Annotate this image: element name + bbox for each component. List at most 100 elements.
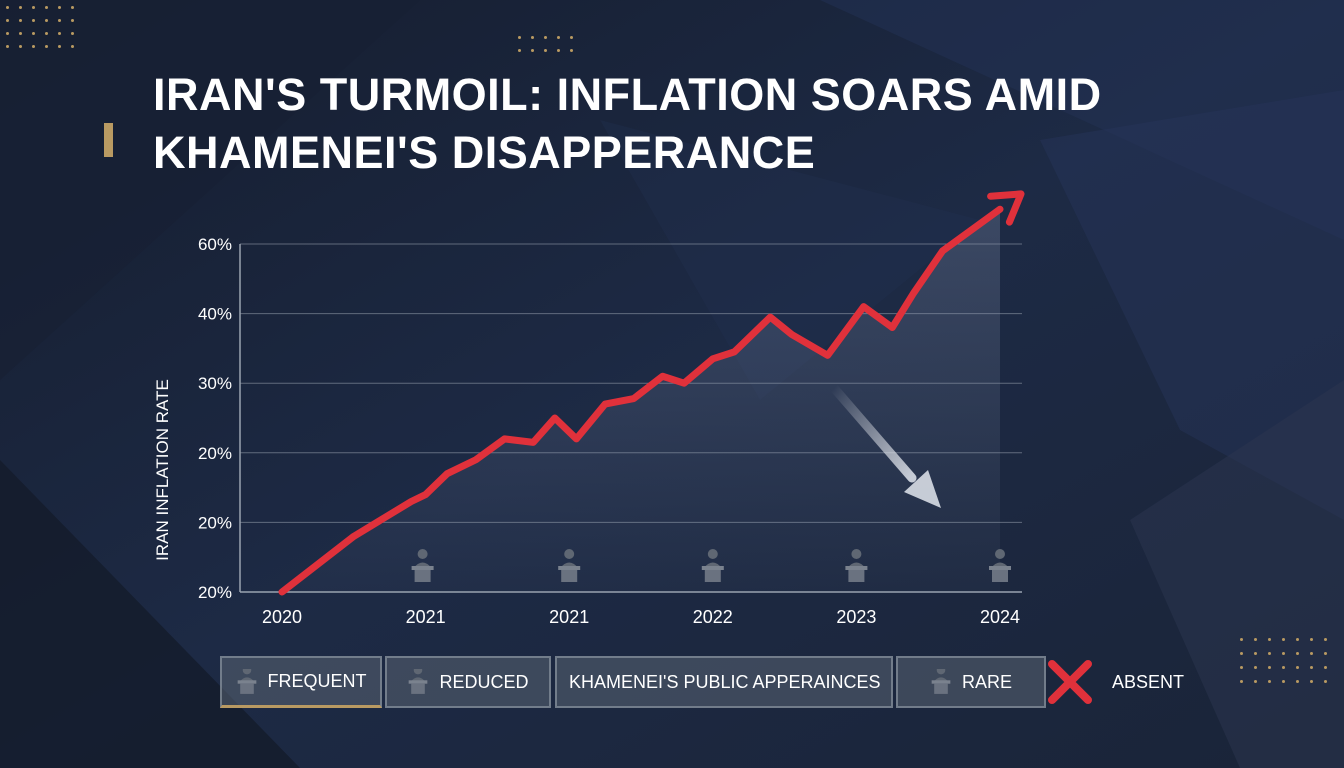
title-accent-bar — [104, 123, 113, 157]
decorative-dot — [58, 45, 61, 48]
decorative-dot — [1310, 666, 1313, 669]
y-tick-label: 20% — [198, 583, 232, 602]
decorative-dot — [71, 45, 74, 48]
title-line-2: KHAMENEI'S DISAPPERANCE — [153, 127, 816, 178]
x-tick-label: 2022 — [693, 607, 733, 627]
legend-title-text: KHAMENEI'S PUBLIC APPERAINCES — [569, 671, 881, 692]
podium-icon — [558, 549, 581, 582]
decorative-dot — [32, 32, 35, 35]
decorative-dot — [1254, 666, 1257, 669]
y-tick-label: 60% — [198, 235, 232, 254]
decorative-dot — [6, 32, 9, 35]
page-title: IRAN'S TURMOIL: INFLATION SOARS AMID KHA… — [153, 66, 1153, 182]
decorative-dot — [1254, 680, 1257, 683]
legend-title: KHAMENEI'S PUBLIC APPERAINCES — [555, 656, 893, 708]
trend-arrow-head — [904, 470, 941, 508]
decorative-dot — [544, 49, 547, 52]
legend-label-rare: RARE — [961, 671, 1012, 692]
y-tick-label: 20% — [198, 444, 232, 463]
inflation-series — [278, 190, 1025, 596]
decorative-dot — [570, 49, 573, 52]
series-line — [278, 205, 1004, 596]
decorative-dot — [1310, 680, 1313, 683]
decorative-dot — [6, 19, 9, 22]
podium-icon — [931, 669, 951, 694]
decorative-dot — [1268, 638, 1271, 641]
decorative-dot — [45, 6, 48, 9]
decorative-dot — [45, 19, 48, 22]
downward-trend-arrow — [829, 383, 941, 508]
decorative-dot — [1240, 638, 1243, 641]
decorative-dot — [1310, 652, 1313, 655]
title-line-1: IRAN'S TURMOIL: INFLATION SOARS AMID — [153, 69, 1102, 120]
decorative-dot — [19, 32, 22, 35]
red-x-icon — [1048, 660, 1092, 704]
decorative-dot — [1240, 652, 1243, 655]
x-tick-label: 2021 — [406, 607, 446, 627]
decorative-dot — [71, 19, 74, 22]
area-fill — [282, 209, 1000, 592]
decorative-dot — [1324, 652, 1327, 655]
decorative-dot — [544, 36, 547, 39]
decorative-dot — [1282, 652, 1285, 655]
decorative-dot — [45, 45, 48, 48]
podium-icon — [989, 549, 1011, 582]
decorative-dot — [1324, 666, 1327, 669]
decorative-dot — [1240, 680, 1243, 683]
decorative-dot — [32, 6, 35, 9]
decorative-dot — [1324, 638, 1327, 641]
decorative-dot — [45, 32, 48, 35]
legend-item-reduced[interactable]: REDUCED — [385, 656, 551, 708]
decorative-dot — [1282, 680, 1285, 683]
podium-icon — [237, 668, 256, 694]
podium-icon — [409, 669, 428, 694]
decorative-dot — [6, 6, 9, 9]
legend-label-absent: ABSENT — [1112, 671, 1185, 692]
y-tick-label: 20% — [198, 513, 232, 532]
decorative-dot — [71, 6, 74, 9]
series-arrowhead — [987, 190, 1025, 226]
decorative-dot — [19, 6, 22, 9]
decorative-dot — [1240, 666, 1243, 669]
decorative-dot — [570, 36, 573, 39]
decorative-dot — [1296, 666, 1299, 669]
decorative-dot — [557, 36, 560, 39]
decorative-dot — [557, 49, 560, 52]
legend-label-reduced: REDUCED — [439, 671, 529, 692]
x-tick-label: 2023 — [836, 607, 876, 627]
decorative-dot — [1296, 680, 1299, 683]
decorative-dot — [1282, 638, 1285, 641]
legend-label-frequent: FREQUENT — [267, 671, 367, 691]
decorative-dot — [19, 45, 22, 48]
decorative-dot — [71, 32, 74, 35]
decorative-dot — [1282, 666, 1285, 669]
y-tick-label: 30% — [198, 374, 232, 393]
legend-item-absent[interactable]: ABSENT — [1046, 656, 1184, 708]
decorative-dot — [518, 49, 521, 52]
decorative-dot — [1296, 652, 1299, 655]
legend-item-rare[interactable]: RARE — [896, 656, 1046, 708]
podium-icon — [845, 549, 868, 582]
decorative-dot — [531, 49, 534, 52]
decorative-dot — [58, 6, 61, 9]
decorative-dot — [531, 36, 534, 39]
decorative-dot — [1324, 680, 1327, 683]
decorative-dot — [1254, 638, 1257, 641]
decorative-dot — [6, 45, 9, 48]
x-tick-label: 2020 — [262, 607, 302, 627]
podium-icon — [701, 549, 724, 582]
x-tick-label: 2021 — [549, 607, 589, 627]
decorative-dot — [1268, 652, 1271, 655]
y-axis-label: IRAN INFLATION RATE — [153, 379, 172, 561]
decorative-dot — [19, 19, 22, 22]
decorative-dot — [1254, 652, 1257, 655]
decorative-dot — [1310, 638, 1313, 641]
decorative-dot — [58, 32, 61, 35]
decorative-dot — [1268, 666, 1271, 669]
legend-item-frequent[interactable]: FREQUENT — [220, 656, 382, 708]
decorative-dot — [32, 45, 35, 48]
x-tick-label: 2024 — [980, 607, 1020, 627]
